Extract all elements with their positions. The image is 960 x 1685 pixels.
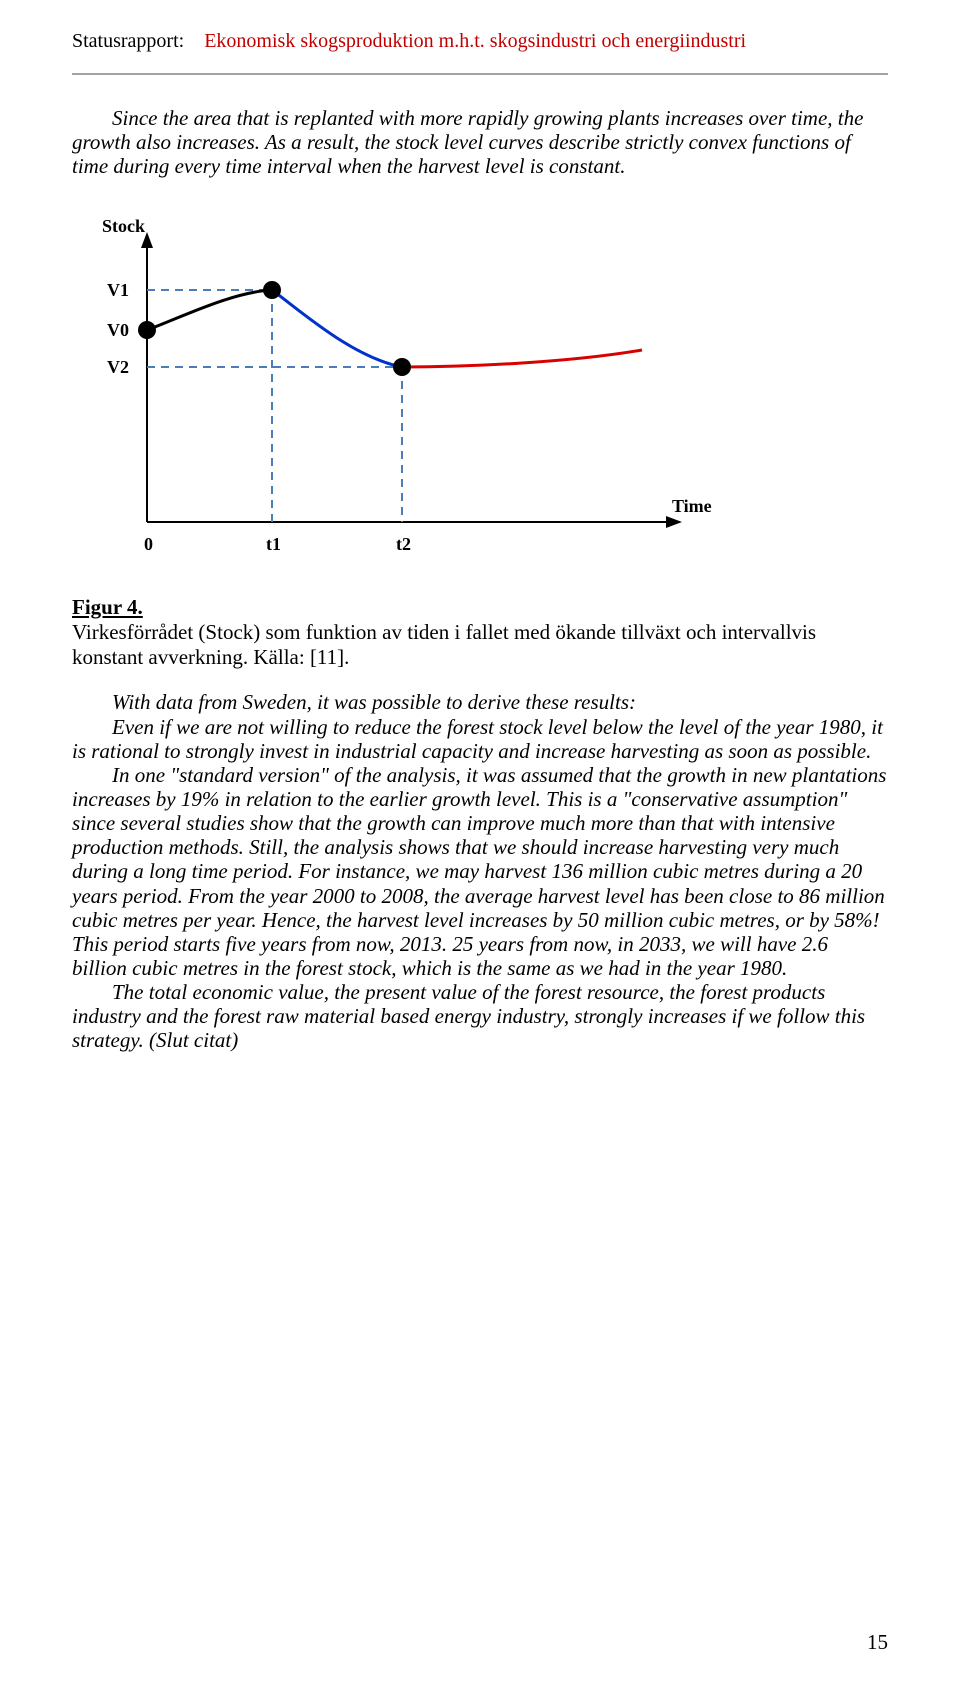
x-axis-arrow bbox=[666, 516, 682, 528]
point-v0 bbox=[138, 321, 156, 339]
figure-caption-block: Figur 4. Virkesförrådet (Stock) som funk… bbox=[72, 595, 888, 670]
results-p2: In one "standard version" of the analysi… bbox=[72, 763, 888, 980]
y-axis-label: Stock bbox=[102, 216, 145, 236]
results-p3: The total economic value, the present va… bbox=[72, 980, 888, 1052]
y-tick-v0: V0 bbox=[107, 320, 129, 340]
x-tick-t1: t1 bbox=[266, 534, 281, 554]
figure-label: Figur 4. bbox=[72, 595, 143, 619]
results-p1: Even if we are not willing to reduce the… bbox=[72, 715, 888, 763]
y-tick-v1: V1 bbox=[107, 280, 129, 300]
guide-lines bbox=[147, 290, 402, 522]
figure-chart: Stock Time V1 V0 V2 0 t1 t2 bbox=[72, 202, 888, 587]
intro-paragraph: Since the area that is replanted with mo… bbox=[72, 106, 888, 178]
y-tick-v2: V2 bbox=[107, 357, 129, 377]
results-block: With data from Sweden, it was possible t… bbox=[72, 690, 888, 1052]
intro-paragraph-block: Since the area that is replanted with mo… bbox=[72, 106, 888, 178]
results-lead: With data from Sweden, it was possible t… bbox=[72, 690, 888, 714]
curve-decline-blue bbox=[272, 290, 402, 367]
x-tick-0: 0 bbox=[144, 534, 153, 554]
curve-recovery-red bbox=[402, 350, 642, 367]
point-v2 bbox=[393, 358, 411, 376]
figure-caption: Virkesförrådet (Stock) som funktion av t… bbox=[72, 620, 888, 670]
header-divider: ________________________________________… bbox=[72, 55, 888, 78]
header-title: Ekonomisk skogsproduktion m.h.t. skogsin… bbox=[204, 30, 746, 52]
header-line: Statusrapport: Ekonomisk skogsproduktion… bbox=[72, 30, 888, 53]
page: Statusrapport: Ekonomisk skogsproduktion… bbox=[0, 0, 960, 1685]
header-label: Statusrapport: bbox=[72, 30, 184, 52]
stock-time-chart-svg: Stock Time V1 V0 V2 0 t1 t2 bbox=[72, 202, 712, 582]
page-number: 15 bbox=[867, 1630, 888, 1655]
curve-growth-black bbox=[147, 290, 272, 330]
point-v1 bbox=[263, 281, 281, 299]
x-tick-t2: t2 bbox=[396, 534, 411, 554]
x-axis-label: Time bbox=[672, 496, 712, 516]
